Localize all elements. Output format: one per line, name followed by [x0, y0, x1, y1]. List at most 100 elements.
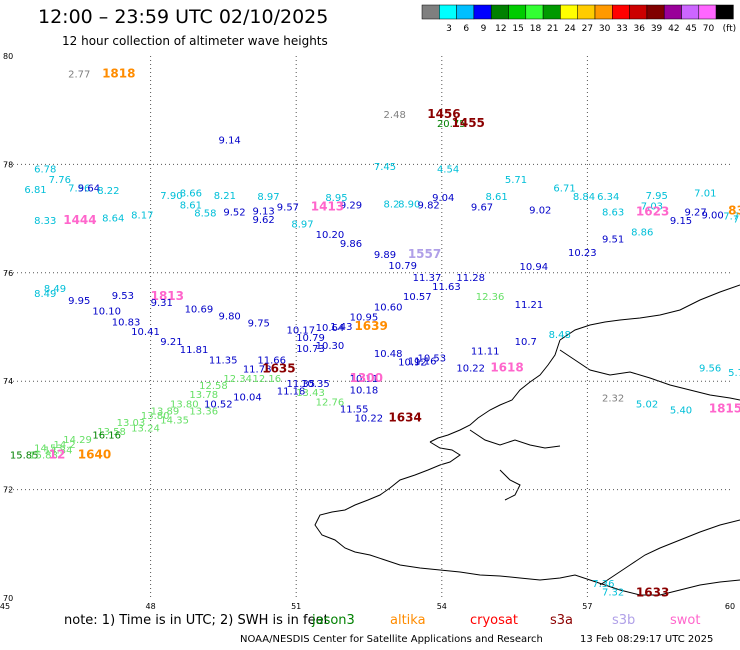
longitude-label: 48	[146, 602, 156, 611]
wave-height-value: 14.2	[54, 440, 76, 451]
colorbar-tick-label: 45	[685, 24, 696, 34]
wave-height-value: 11.21	[515, 300, 544, 311]
colorbar-bin	[715, 4, 734, 20]
wave-height-value: 10.60	[374, 302, 403, 313]
wave-height-value: 13.03	[117, 418, 146, 429]
wave-height-value: 7.76	[49, 175, 71, 186]
wave-height-value: 9.00	[701, 210, 723, 221]
satellite-legend-item: s3a	[550, 613, 574, 628]
pass-time-label: 1635	[262, 362, 295, 376]
wave-height-value: 9.89	[374, 250, 396, 261]
wave-height-value: 8.63	[602, 208, 624, 219]
colorbar-tick-label: 6	[463, 24, 469, 34]
wave-height-value: 2.77	[68, 69, 90, 80]
wave-height-value: 8.17	[131, 210, 153, 221]
latitude-label: 80	[3, 52, 13, 61]
colorbar-tick-label: 39	[651, 24, 663, 34]
wave-height-value: 9.52	[223, 208, 245, 219]
wave-height-value: 13.78	[189, 390, 218, 401]
wave-height-value: 11.66	[257, 356, 286, 367]
wave-height-value: 8.84	[573, 192, 595, 203]
wave-height-value: 9.29	[340, 201, 362, 212]
wave-height-value: 9.64	[78, 184, 100, 195]
credit-line: NOAA/NESDIS Center for Satellite Applica…	[240, 634, 543, 645]
colorbar-tick-label: 15	[512, 24, 523, 34]
wave-height-value: 16.16	[92, 430, 121, 441]
pass-time-label: 1633	[636, 586, 669, 600]
pass-time-label: 1456	[427, 107, 460, 121]
latitude-label: 70	[3, 594, 13, 603]
wave-height-value: 10.64	[316, 323, 345, 334]
wave-height-value: 7.45	[374, 162, 396, 173]
colorbar-tick-label: 36	[634, 24, 646, 34]
wave-height-value: 9.13	[253, 206, 275, 217]
wave-height-value: 11.35	[286, 379, 315, 390]
pass-time-label: 1413	[311, 200, 344, 214]
satellite-legend-item: jason3	[312, 613, 355, 628]
pass-time-label: 1634	[388, 411, 421, 425]
wave-height-value: 11.37	[413, 273, 442, 284]
wave-height-value: 9.95	[68, 296, 90, 307]
wave-height-value: 8.95	[325, 193, 347, 204]
wave-height-value: 7.32	[602, 587, 624, 598]
wave-height-value: 9.57	[277, 203, 299, 214]
wave-height-value: 11.78	[243, 365, 272, 376]
wave-height-value: 9.27	[684, 208, 706, 219]
wave-height-value: 15.88	[29, 450, 58, 461]
wave-height-value: 8.58	[194, 209, 216, 220]
wave-height-value: 4.54	[437, 165, 459, 176]
wave-height-value: 8.48	[549, 330, 571, 341]
wave-height-value: 10.22	[354, 414, 383, 425]
wave-height-value: 8.61	[180, 201, 202, 212]
wave-height-value: 13.89	[151, 406, 180, 417]
colorbar-tick-label: 30	[599, 24, 611, 34]
wave-height-value: 10.22	[456, 364, 485, 375]
longitude-label: 45	[0, 602, 10, 611]
wave-height-value: 9.67	[471, 203, 493, 214]
wave-height-value: 12.76	[316, 397, 345, 408]
wave-height-value: 14.34	[44, 445, 73, 456]
colorbar-tick-label: 70	[703, 24, 715, 34]
colorbar-tick-label: 33	[616, 24, 627, 34]
pass-time-label: 1818	[102, 66, 135, 80]
wave-height-value: 10.57	[403, 292, 432, 303]
pass-time-label: 1455	[452, 116, 485, 130]
wave-height-value: 10.52	[204, 399, 233, 410]
wave-height-value: 10.53	[418, 353, 447, 364]
wave-height-value: 10.94	[519, 262, 548, 273]
wave-height-value: 13.36	[189, 406, 218, 417]
wave-height-value: 10.17	[286, 326, 315, 337]
wave-height-value: 11.81	[180, 345, 209, 356]
wave-height-value: 10.30	[316, 341, 345, 352]
wave-height-value: 10.41	[131, 327, 160, 338]
wave-height-value: 9.15	[670, 216, 692, 227]
wave-height-value: 1.43	[330, 322, 352, 333]
wave-height-value: 10.10	[92, 307, 121, 318]
wave-height-value: 7.79	[723, 211, 740, 222]
coastline	[314, 284, 740, 596]
pass-time-label: 1815	[709, 401, 740, 415]
wave-height-value: 8.49	[34, 289, 56, 300]
wave-height-value: 10.20	[316, 230, 345, 241]
satellite-legend-item: altika	[390, 613, 426, 628]
wave-height-value: 8.49	[44, 284, 66, 295]
colorbar-tick-label: 9	[481, 24, 487, 34]
wave-height-value: 10.69	[185, 305, 214, 316]
wave-height-value: 11.35	[209, 356, 238, 367]
wave-height-value: 10.73	[296, 344, 325, 355]
pass-time-label: 12	[49, 447, 66, 461]
wave-height-value: 10.18	[350, 385, 379, 396]
wave-height-value: 9.86	[340, 239, 362, 250]
wave-height-value: 10.35	[301, 379, 330, 390]
wave-height-value: 8.86	[631, 228, 653, 239]
wave-height-value: 9.51	[602, 235, 624, 246]
colorbar-tick-label: 24	[564, 24, 576, 34]
wave-height-value: 9.31	[151, 298, 173, 309]
longitude-label: 51	[291, 602, 301, 611]
wave-height-value: 13.80	[170, 399, 199, 410]
wave-height-value: 9.56	[699, 364, 721, 375]
wave-height-value: 5.40	[670, 405, 692, 416]
latitude-label: 72	[3, 486, 13, 495]
